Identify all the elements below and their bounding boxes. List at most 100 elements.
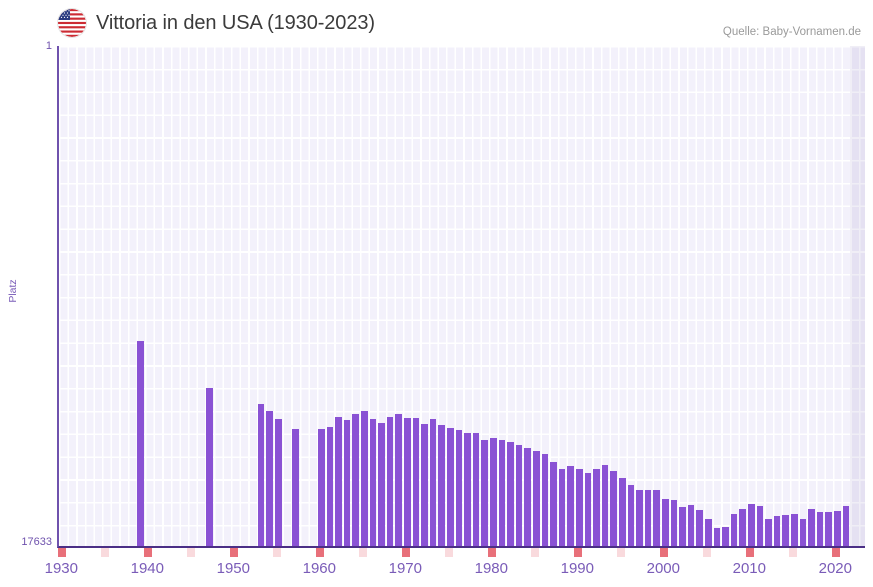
bar-2003: [687, 505, 695, 546]
x-tick-2000: [659, 548, 669, 557]
x-tick-1990: [573, 548, 583, 557]
bar-1980: [489, 437, 497, 546]
bar-1998: [644, 489, 652, 546]
bar-1994: [610, 471, 618, 546]
x-tick-1945: [186, 548, 196, 557]
x-tick-1975: [444, 548, 454, 557]
bar-1991: [584, 472, 592, 546]
x-tick-2015: [788, 548, 798, 557]
bar-1987: [550, 461, 557, 546]
x-tick-label-1950: 1950: [216, 560, 250, 577]
bar-2005: [704, 519, 712, 546]
bar-1947: [206, 387, 213, 546]
bar-1997: [636, 490, 643, 546]
bar-1996: [627, 484, 635, 546]
bar-1976: [455, 430, 463, 546]
bar-1969: [395, 413, 403, 546]
bar-2000: [661, 499, 669, 546]
bar-1964: [352, 413, 360, 546]
bar-2002: [679, 507, 686, 546]
x-tick-label-1960: 1960: [302, 560, 336, 577]
x-tick-1950: [229, 548, 239, 557]
page-title: Vittoria in den USA (1930-2023): [96, 12, 375, 34]
bar-1982: [507, 441, 514, 546]
bar-1963: [343, 420, 351, 546]
x-tick-2005: [702, 548, 712, 557]
bar-2015: [790, 513, 798, 546]
bar-2014: [782, 514, 790, 546]
bar-2006: [713, 527, 721, 546]
bar-1965: [360, 410, 368, 546]
chart-header: Vittoria in den USA (1930-2023) Quelle: …: [0, 0, 873, 46]
bar-2001: [670, 499, 678, 546]
x-tick-1960: [315, 548, 325, 557]
bar-2013: [773, 516, 781, 546]
bar-1993: [601, 465, 609, 546]
x-tick-1985: [530, 548, 540, 557]
x-tick-label-1940: 1940: [130, 560, 164, 577]
bar-1972: [421, 424, 428, 546]
bar-1974: [438, 425, 446, 546]
x-tick-label-1970: 1970: [388, 560, 422, 577]
bar-2009: [739, 509, 747, 546]
x-tick-1995: [616, 548, 626, 557]
bar-1990: [575, 469, 583, 546]
bar-1983: [515, 444, 523, 546]
x-tick-1935: [100, 548, 110, 557]
bar-1999: [653, 489, 661, 546]
bar-1981: [498, 440, 506, 546]
x-tick-label-1930: 1930: [44, 560, 78, 577]
x-tick-2010: [745, 548, 755, 557]
bar-1995: [618, 477, 626, 546]
bar-1977: [464, 433, 471, 546]
bar-2016: [799, 519, 807, 546]
x-tick-label-1980: 1980: [474, 560, 508, 577]
plot-area: [57, 46, 865, 548]
x-tick-1940: [143, 548, 153, 557]
bar-1975: [446, 428, 454, 546]
bar-2011: [756, 506, 764, 546]
bar-1988: [558, 469, 566, 546]
us-flag-icon: [58, 9, 86, 37]
bar-1953: [257, 403, 265, 546]
bar-2018: [816, 512, 824, 546]
bar-1989: [567, 466, 575, 546]
x-tick-1970: [401, 548, 411, 557]
x-tick-label-2000: 2000: [646, 560, 680, 577]
x-tick-1965: [358, 548, 368, 557]
bar-1973: [429, 419, 437, 546]
bar-1939: [137, 341, 145, 546]
bar-2017: [808, 508, 815, 546]
bar-1971: [412, 418, 420, 546]
bar-2020: [833, 511, 841, 546]
x-tick-label-2010: 2010: [732, 560, 766, 577]
source-note: Quelle: Baby-Vornamen.de: [722, 26, 861, 38]
y-axis-title: Platz: [7, 279, 19, 303]
bar-1961: [326, 426, 334, 546]
x-tick-2020: [831, 548, 841, 557]
bar-1986: [541, 454, 549, 546]
x-tick-1955: [272, 548, 282, 557]
bar-2007: [722, 526, 729, 546]
bar-1962: [335, 416, 342, 546]
bar-1967: [378, 423, 385, 546]
bar-2019: [825, 512, 833, 546]
bar-1984: [524, 447, 532, 546]
x-tick-label-2020: 2020: [818, 560, 852, 577]
bar-1979: [481, 440, 489, 546]
x-axis: 1930 1940 1950 1960 1970 1980 1990 2000 2010 2020: [45, 548, 865, 587]
bar-2004: [696, 509, 704, 546]
bar-1960: [317, 428, 325, 546]
bar-1968: [386, 416, 394, 546]
y-axis-bottom-label: 17633: [21, 536, 52, 548]
bar-2010: [747, 503, 755, 546]
bar-2012: [765, 519, 772, 546]
bar-1966: [369, 418, 377, 546]
bar-1992: [593, 468, 600, 546]
bar-1970: [403, 417, 411, 546]
x-tick-1980: [487, 548, 497, 557]
x-tick-1930: [57, 548, 67, 557]
bar-2008: [730, 513, 738, 546]
bar-1978: [472, 432, 480, 546]
